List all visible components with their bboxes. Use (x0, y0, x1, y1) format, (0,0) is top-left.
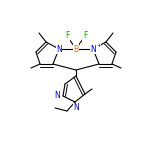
Text: F: F (65, 31, 69, 40)
Text: +: + (96, 43, 101, 48)
Text: N: N (73, 104, 79, 112)
Text: N: N (54, 92, 60, 100)
Text: F: F (83, 31, 87, 40)
Text: N: N (56, 45, 62, 54)
Text: ⁻: ⁻ (80, 43, 83, 48)
Text: B: B (73, 45, 79, 54)
Text: N: N (90, 45, 96, 54)
